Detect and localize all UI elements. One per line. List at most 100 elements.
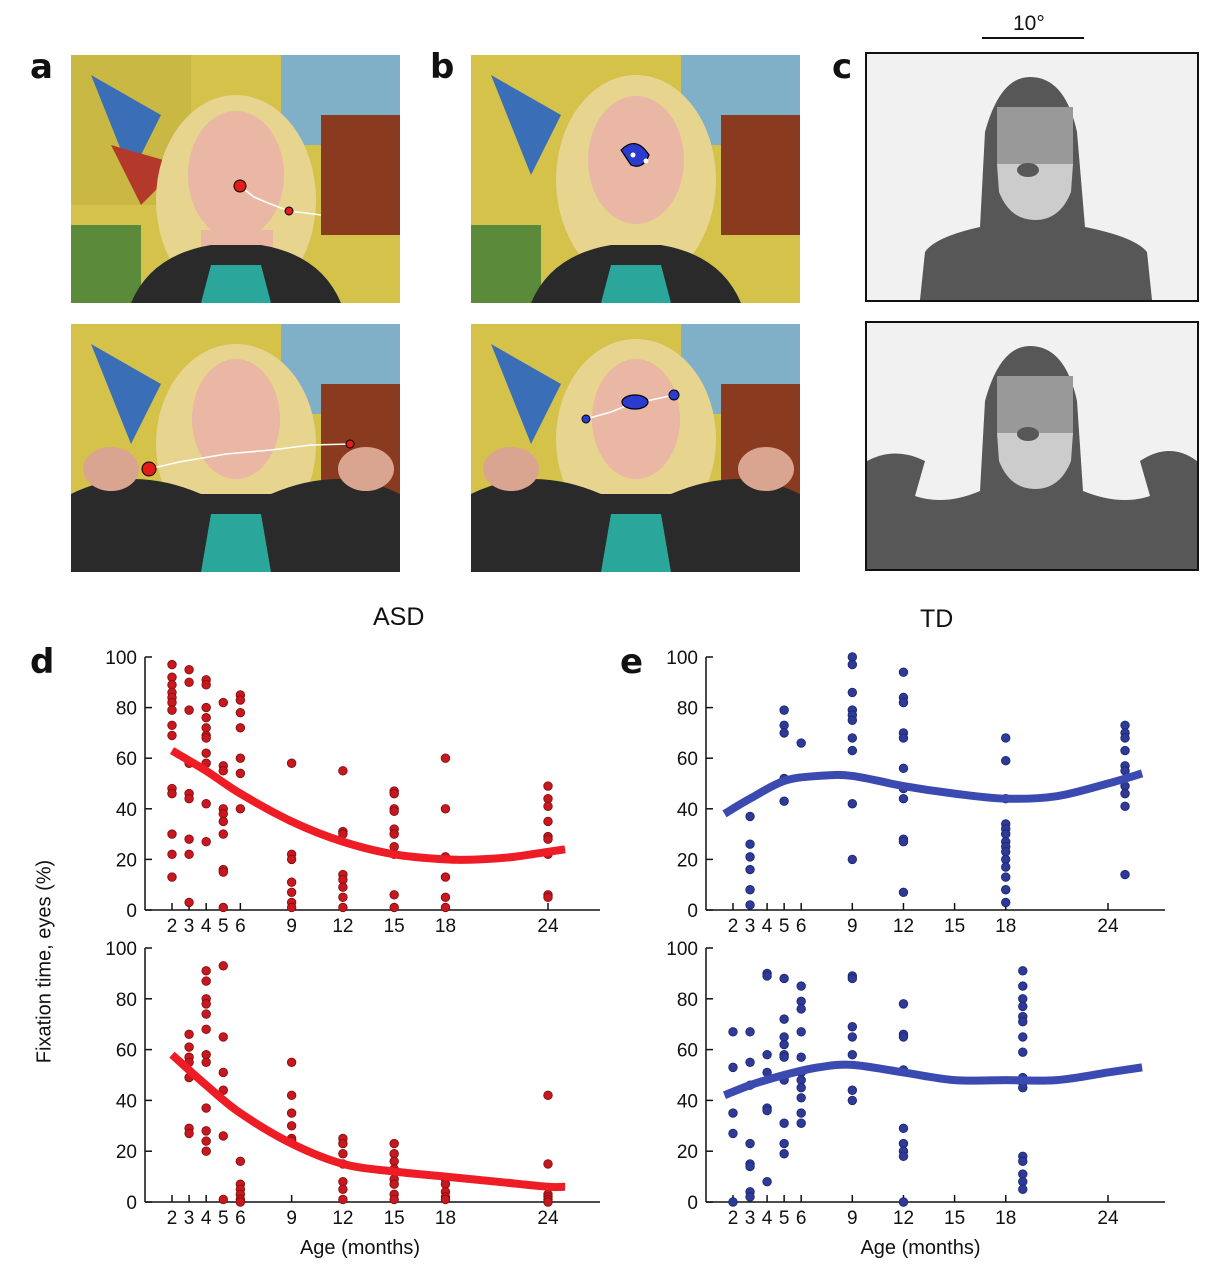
data-point (543, 816, 553, 827)
data-point (201, 1057, 211, 1068)
data-point (847, 1085, 858, 1095)
y-tick-label: 80 (677, 990, 698, 1011)
data-point (543, 892, 553, 903)
data-point (847, 687, 858, 698)
chart-d-bottom: 0 20 40 60 80 100 2 3 4 5 6 9 12 15 18 24 Age (months) (105, 939, 600, 1259)
data-point (201, 966, 211, 976)
x-tick-label: 24 (537, 1208, 559, 1229)
data-point (389, 1194, 399, 1205)
data-point (728, 1108, 738, 1118)
x-tick-label: 5 (218, 916, 229, 937)
data-point (847, 1049, 858, 1060)
data-point (779, 796, 789, 806)
data-point (728, 1197, 738, 1207)
data-point (745, 1161, 755, 1172)
x-tick-label: 12 (332, 916, 353, 937)
x-tick-label: 12 (332, 1208, 353, 1229)
x-tick-label: 12 (893, 916, 914, 937)
data-point (184, 705, 194, 715)
data-point (440, 1194, 451, 1205)
data-point (543, 834, 553, 844)
data-point (1120, 788, 1130, 799)
y-tick-label: 20 (116, 1142, 137, 1163)
data-point (762, 1176, 772, 1187)
x-tick-label: 18 (995, 1208, 1016, 1229)
data-point (338, 882, 348, 892)
data-point (898, 697, 909, 708)
data-point (1001, 733, 1011, 743)
data-point (201, 1009, 211, 1019)
y-tick-label: 0 (687, 1193, 698, 1214)
data-point (847, 973, 858, 984)
region-map-bottom (865, 321, 1199, 571)
data-point (745, 900, 755, 910)
data-point (898, 733, 909, 743)
data-point (847, 733, 858, 743)
x-axis-label: Age (months) (860, 1237, 980, 1259)
x-tick-label: 2 (167, 916, 178, 937)
panel-label-d: d (30, 642, 55, 682)
data-point (796, 981, 806, 991)
data-point (745, 811, 755, 822)
data-point (779, 1052, 789, 1062)
data-point (847, 799, 858, 809)
data-point (218, 829, 228, 839)
x-tick-label: 6 (235, 916, 246, 937)
data-point (796, 1082, 806, 1093)
x-tick-label: 6 (796, 916, 807, 937)
data-point (745, 852, 755, 862)
data-point (1120, 733, 1130, 743)
data-point (338, 902, 348, 913)
x-tick-label: 18 (995, 916, 1016, 937)
data-point (235, 1156, 246, 1167)
y-tick-label: 20 (116, 850, 137, 871)
data-point (779, 1014, 789, 1024)
data-point (440, 804, 451, 814)
y-tick-label: 40 (116, 1091, 137, 1112)
data-point (898, 1123, 909, 1134)
data-point (218, 1085, 228, 1095)
data-point (218, 1067, 228, 1078)
y-tick-label: 20 (677, 1142, 698, 1163)
data-point (779, 728, 789, 738)
data-point (543, 1159, 553, 1169)
x-axis-label: Age (months) (300, 1237, 420, 1259)
data-point (1001, 897, 1011, 908)
data-point (218, 816, 228, 827)
data-point (779, 1149, 789, 1159)
data-point (338, 1194, 348, 1205)
data-point (286, 1121, 297, 1131)
data-point (543, 781, 553, 791)
x-tick-label: 6 (235, 1208, 246, 1229)
data-point (847, 1095, 858, 1106)
data-point (543, 801, 553, 811)
data-point (745, 1138, 755, 1149)
data-point (779, 1138, 789, 1149)
x-tick-label: 3 (184, 916, 195, 937)
data-point (898, 887, 909, 897)
video-still-b-top (471, 55, 800, 303)
y-tick-label: 60 (116, 749, 137, 770)
panel-label-b: b (430, 47, 455, 87)
fit-curve (722, 1060, 1143, 1100)
data-point (440, 902, 451, 913)
data-point (184, 793, 194, 804)
data-point (898, 999, 909, 1009)
data-point (184, 1042, 194, 1052)
x-tick-label: 5 (218, 1208, 229, 1229)
data-point (898, 1032, 909, 1042)
data-point (235, 695, 246, 705)
data-point (235, 707, 246, 718)
data-point (338, 892, 348, 903)
data-point (847, 745, 858, 756)
data-point (1018, 981, 1028, 991)
data-point (745, 839, 755, 849)
data-point (796, 1004, 806, 1014)
data-point (389, 890, 399, 900)
data-point (286, 1108, 297, 1118)
data-point (167, 705, 177, 715)
y-tick-label: 0 (126, 901, 137, 922)
data-point (184, 1029, 194, 1040)
data-point (1018, 966, 1028, 976)
data-point (796, 1108, 806, 1118)
